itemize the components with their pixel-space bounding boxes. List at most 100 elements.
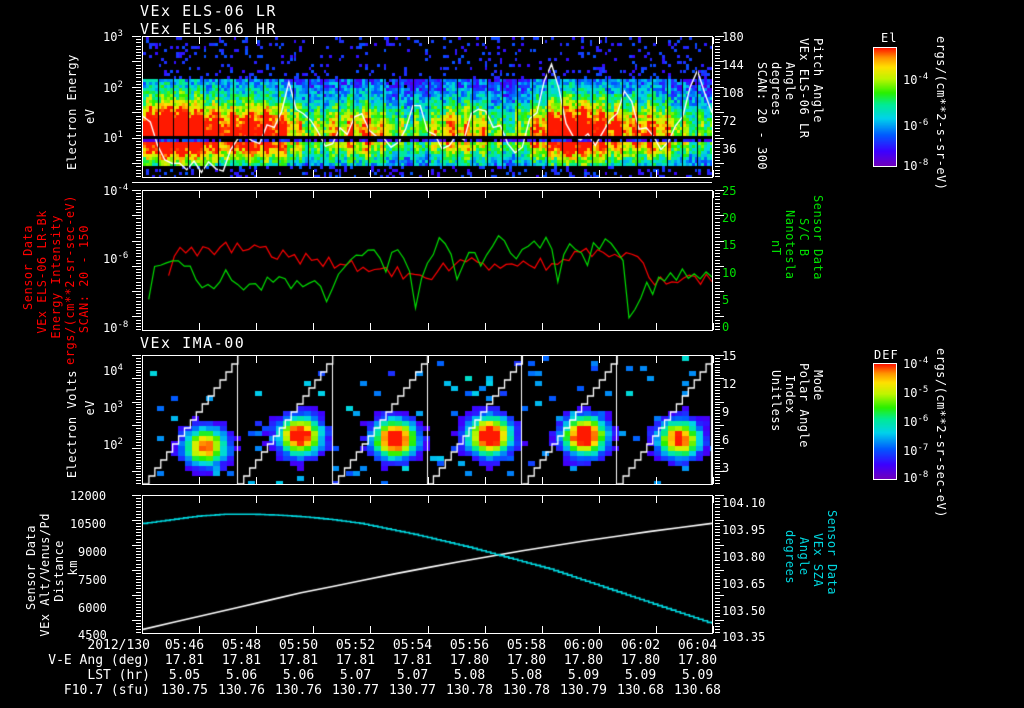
- tick-mark: [715, 466, 720, 467]
- tick-mark: [136, 55, 141, 56]
- tick-mark: [542, 191, 543, 198]
- panel4-ytick-4500: 4500: [78, 628, 107, 642]
- table-cell-f107: 130.78: [446, 683, 493, 698]
- tick-mark: [136, 457, 141, 458]
- tick-mark: [132, 215, 141, 216]
- tick-mark: [715, 554, 720, 555]
- tick-mark: [715, 390, 720, 391]
- tick-mark: [428, 477, 429, 484]
- panel1-rtick-72: 72: [722, 114, 737, 128]
- tick-mark: [715, 39, 720, 40]
- tick-mark: [132, 87, 141, 88]
- tick-mark: [136, 390, 141, 391]
- tick-mark: [132, 545, 141, 546]
- tick-mark: [715, 275, 720, 276]
- panel1-plot-area[interactable]: [142, 36, 713, 178]
- tick-mark: [599, 170, 600, 177]
- panel1-ytick-100: 102: [103, 80, 123, 95]
- panel2-left-label-quantity: Energy Intensity: [49, 215, 63, 339]
- tick-mark: [715, 393, 720, 394]
- tick-mark: [142, 496, 143, 503]
- tick-mark: [136, 564, 141, 565]
- tick-mark: [715, 416, 720, 417]
- panel2-plot-area[interactable]: [142, 190, 713, 331]
- tick-mark: [656, 356, 657, 363]
- tick-mark: [715, 55, 720, 56]
- tick-mark: [715, 154, 720, 155]
- tick-mark: [715, 529, 720, 530]
- tick-mark: [136, 234, 141, 235]
- tick-mark: [136, 323, 141, 324]
- tick-mark: [136, 109, 141, 110]
- tick-mark: [370, 356, 371, 363]
- panel1-right-label-scan: SCAN: 20 - 300: [755, 62, 769, 171]
- table-cell-f107: 130.68: [674, 683, 721, 698]
- tick-mark: [136, 58, 141, 59]
- table-cell-time: 05:50: [278, 638, 319, 653]
- tick-mark: [256, 323, 257, 330]
- tick-mark: [715, 87, 724, 88]
- panel2-rtick-20: 20: [722, 211, 737, 225]
- tick-mark: [136, 135, 141, 136]
- tick-mark: [715, 387, 720, 388]
- tick-mark: [715, 109, 720, 110]
- tick-mark: [136, 419, 141, 420]
- tick-mark: [715, 483, 720, 484]
- tick-mark: [136, 431, 141, 432]
- tick-mark: [715, 147, 720, 148]
- tick-mark: [136, 329, 141, 330]
- tick-mark: [136, 307, 141, 308]
- tick-mark: [715, 378, 724, 379]
- tick-mark: [715, 501, 720, 502]
- panel1-right-label-pitch-angle: Pitch Angle: [811, 38, 825, 123]
- tick-mark: [715, 225, 720, 226]
- table-cell-f107: 130.76: [275, 683, 322, 698]
- tick-mark: [715, 65, 720, 66]
- tick-mark: [715, 361, 720, 362]
- tick-mark: [136, 585, 141, 586]
- tick-mark: [715, 367, 720, 368]
- tick-mark: [136, 573, 141, 574]
- tick-mark: [256, 496, 257, 503]
- panel3-left-axis-label: Electron Volts: [65, 370, 79, 479]
- panel1-rtick-36: 36: [722, 142, 737, 156]
- tick-mark: [715, 250, 720, 251]
- panel4-rtick-10395: 103.95: [722, 523, 766, 537]
- table-cell-time: 05:56: [449, 638, 490, 653]
- tick-mark: [715, 567, 720, 568]
- tick-mark: [715, 131, 720, 132]
- tick-mark: [715, 157, 720, 158]
- tick-mark: [715, 42, 720, 43]
- tick-mark: [715, 582, 720, 583]
- panel4-left-label-km: km: [66, 560, 80, 576]
- panel4-plot-area[interactable]: [142, 495, 713, 634]
- panel2-rtick-25: 25: [722, 184, 737, 198]
- tick-mark: [136, 170, 141, 171]
- panel3-plot-area[interactable]: [142, 355, 713, 485]
- tick-mark: [715, 468, 720, 469]
- panel2-left-label-instrument: VEx ELS-06 LR-Bk: [35, 210, 49, 334]
- tick-mark: [715, 396, 720, 397]
- tick-mark: [715, 620, 724, 621]
- tick-mark: [136, 422, 141, 423]
- tick-mark: [715, 193, 720, 194]
- tick-mark: [136, 225, 141, 226]
- panel1-rtick-108: 108: [722, 86, 744, 100]
- tick-mark: [136, 297, 141, 298]
- tick-mark: [199, 496, 200, 503]
- tick-mark: [136, 237, 141, 238]
- tick-mark: [715, 74, 720, 75]
- tick-mark: [656, 626, 657, 633]
- tick-mark: [715, 316, 724, 317]
- tick-mark: [715, 588, 720, 589]
- tick-mark: [715, 278, 720, 279]
- tick-mark: [370, 477, 371, 484]
- panel1-ytick-10: 101: [103, 130, 123, 145]
- tick-mark: [136, 413, 141, 414]
- panel2-rtick-5: 5: [722, 293, 730, 307]
- tick-mark: [132, 448, 141, 449]
- tick-mark: [428, 191, 429, 198]
- table-row-time: 2012/130 05:46 05:48 05:50 05:52 05:54 0…: [28, 638, 726, 653]
- tick-mark: [715, 576, 720, 577]
- tick-mark: [428, 323, 429, 330]
